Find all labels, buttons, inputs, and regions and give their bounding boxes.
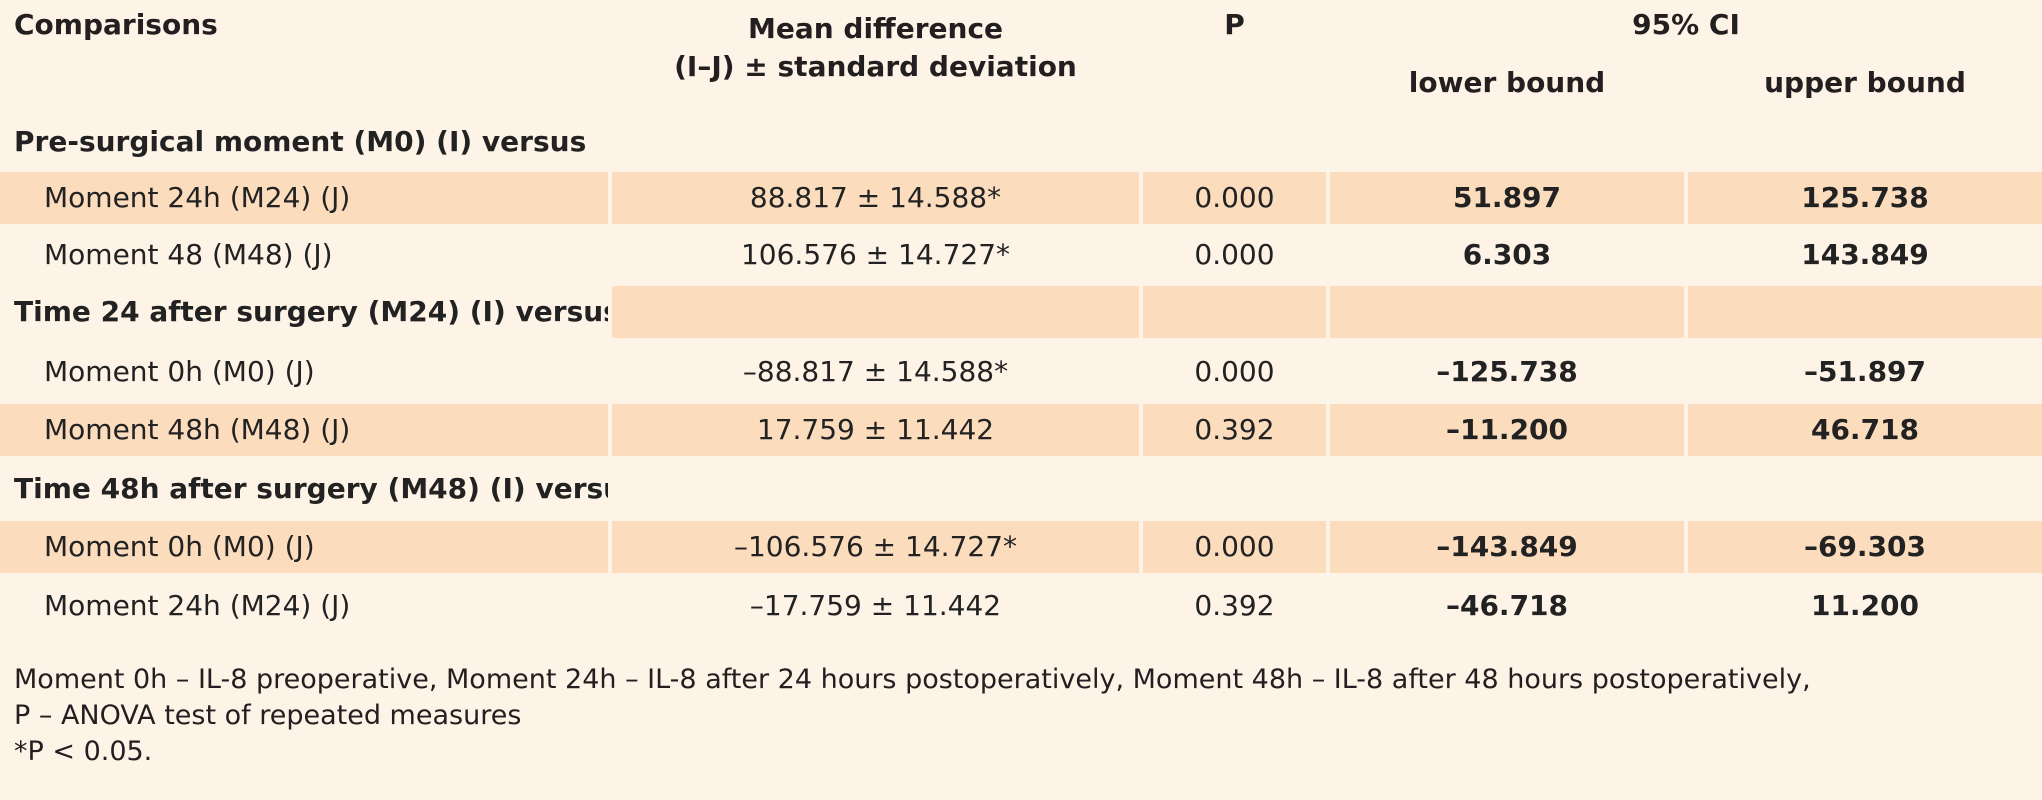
header-ci: 95% CI — [1632, 8, 1740, 41]
footnote-abbreviations: Moment 0h – IL-8 preoperative, Moment 24… — [14, 664, 1811, 695]
empty-cell — [1143, 286, 1326, 338]
footnote-test: P – ANOVA test of repeated measures — [14, 700, 522, 731]
mean-difference-cell: –106.576 ± 14.727* — [612, 521, 1139, 573]
lower-bound-cell: –46.718 — [1445, 589, 1569, 622]
upper-bound-cell: 125.738 — [1688, 172, 2042, 224]
comparison-cell: Moment 24h (M24) (J) — [0, 172, 608, 224]
empty-cell — [1688, 286, 2042, 338]
upper-bound-cell: 143.849 — [1801, 238, 1929, 271]
p-value-cell: 0.000 — [1194, 238, 1275, 271]
upper-bound-cell: 11.200 — [1810, 589, 1920, 622]
comparison-cell: Moment 0h (M0) (J) — [0, 521, 608, 573]
header-mean-difference: Mean difference (I–J) ± standard deviati… — [612, 10, 1139, 86]
group-label: Time 24 after surgery (M24) (I) versus — [14, 295, 608, 328]
mean-difference-cell: –17.759 ± 11.442 — [749, 589, 1002, 622]
mean-difference-cell: 17.759 ± 11.442 — [612, 404, 1139, 456]
group-label: Time 48h after surgery (M48) (I) versus — [14, 472, 608, 505]
mean-difference-cell: 88.817 ± 14.588* — [612, 172, 1139, 224]
table-row: Moment 0h (M0) (J) –106.576 ± 14.727* 0.… — [0, 521, 2042, 573]
p-value-cell: 0.392 — [1143, 404, 1326, 456]
empty-cell — [612, 286, 1139, 338]
table-row: Moment 48 (M48) (J) 106.576 ± 14.727* 0.… — [0, 229, 2042, 281]
upper-bound-cell: –51.897 — [1803, 355, 1927, 388]
lower-bound-cell: –11.200 — [1330, 404, 1684, 456]
group-row: Time 24 after surgery (M24) (I) versus — [0, 286, 2042, 338]
footnote-significance: *P < 0.05. — [14, 736, 153, 767]
p-value-cell: 0.000 — [1143, 172, 1326, 224]
header-mean-difference-line2: (I–J) ± standard deviation — [674, 50, 1077, 83]
table-footnotes: Moment 0h – IL-8 preoperative, Moment 24… — [14, 662, 2014, 770]
p-value-cell: 0.000 — [1143, 521, 1326, 573]
upper-bound-cell: –69.303 — [1688, 521, 2042, 573]
header-lower-bound: lower bound — [1408, 66, 1606, 99]
header-comparisons: Comparisons — [14, 8, 218, 41]
group-label: Pre-surgical moment (M0) (I) versus — [14, 125, 587, 158]
lower-bound-cell: –125.738 — [1436, 355, 1578, 388]
table-row: Moment 24h (M24) (J) –17.759 ± 11.442 0.… — [0, 580, 2042, 632]
mean-difference-cell: –88.817 ± 14.588* — [742, 355, 1009, 388]
upper-bound-cell: 46.718 — [1688, 404, 2042, 456]
comparison-cell: Moment 48 (M48) (J) — [44, 238, 333, 271]
comparison-cell: Moment 48h (M48) (J) — [0, 404, 608, 456]
comparison-cell: Moment 24h (M24) (J) — [44, 589, 351, 622]
lower-bound-cell: 6.303 — [1462, 238, 1552, 271]
lower-bound-cell: 51.897 — [1330, 172, 1684, 224]
table-row: Moment 48h (M48) (J) 17.759 ± 11.442 0.3… — [0, 404, 2042, 456]
header-p: P — [1224, 8, 1245, 41]
comparison-cell: Moment 0h (M0) (J) — [44, 355, 315, 388]
mean-difference-cell: 106.576 ± 14.727* — [740, 238, 1011, 271]
header-mean-difference-line1: Mean difference — [747, 12, 1004, 45]
group-row: Pre-surgical moment (M0) (I) versus — [0, 116, 2042, 168]
empty-cell — [1330, 286, 1684, 338]
p-value-cell: 0.000 — [1194, 355, 1275, 388]
table-row: Moment 24h (M24) (J) 88.817 ± 14.588* 0.… — [0, 172, 2042, 224]
group-row: Time 48h after surgery (M48) (I) versus — [0, 463, 2042, 515]
header-upper-bound: upper bound — [1764, 66, 1966, 99]
table-row: Moment 0h (M0) (J) –88.817 ± 14.588* 0.0… — [0, 346, 2042, 398]
p-value-cell: 0.392 — [1194, 589, 1275, 622]
lower-bound-cell: –143.849 — [1330, 521, 1684, 573]
